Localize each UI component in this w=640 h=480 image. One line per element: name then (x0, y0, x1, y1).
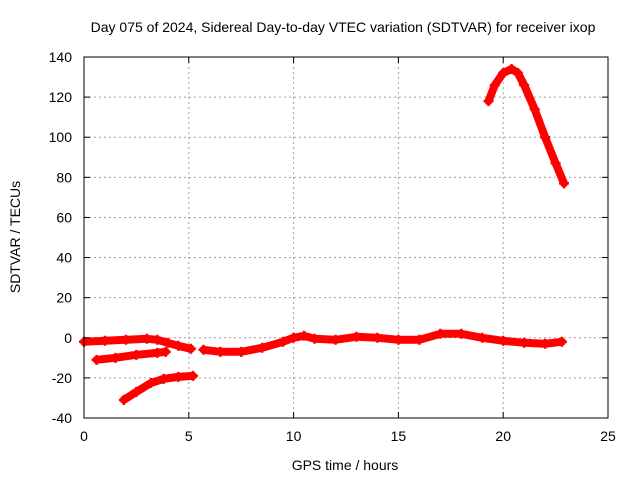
data-point (185, 343, 196, 354)
data-point (120, 334, 131, 345)
y-tick-label: 60 (56, 209, 72, 225)
data-point (173, 340, 184, 351)
y-tick-label: 100 (49, 129, 73, 145)
data-point (550, 158, 561, 169)
data-point (330, 334, 341, 345)
data-point (278, 336, 289, 347)
data-point (556, 336, 567, 347)
y-tick-label: 120 (49, 89, 73, 105)
data-point (498, 335, 509, 346)
data-point (519, 337, 530, 348)
data-point (131, 386, 142, 397)
grid-lines (84, 57, 608, 418)
data-point (288, 332, 299, 343)
data-point (351, 331, 362, 342)
data-point (512, 68, 523, 79)
chart-title: Day 075 of 2024, Sidereal Day-to-day VTE… (91, 19, 596, 35)
data-series (79, 64, 569, 405)
series-arc-2 (91, 346, 171, 365)
data-point (146, 377, 157, 388)
x-tick-label: 0 (80, 428, 88, 444)
data-point (456, 328, 467, 339)
data-point (110, 352, 121, 363)
data-point (215, 346, 226, 357)
series-arc-5 (483, 64, 569, 189)
y-tick-label: 0 (64, 330, 72, 346)
plot-area-frame (83, 56, 609, 419)
y-tick-label: -40 (52, 410, 72, 426)
x-tick-label: 5 (185, 428, 193, 444)
data-point (236, 346, 247, 357)
series-arc-3 (118, 370, 198, 405)
data-point (519, 80, 530, 91)
data-point (131, 349, 142, 360)
data-point (162, 337, 173, 348)
data-point (160, 346, 171, 357)
series-arc-1 (79, 333, 196, 354)
data-point (91, 354, 102, 365)
y-tick-label: 140 (49, 49, 73, 65)
data-point (118, 394, 129, 405)
data-point (152, 347, 163, 358)
data-point (529, 104, 540, 115)
y-axis-label: SDTVAR / TECUs (7, 181, 23, 293)
data-point (393, 334, 404, 345)
data-point (483, 96, 494, 107)
data-point (187, 370, 198, 381)
data-point (477, 332, 488, 343)
data-point (257, 342, 268, 353)
x-tick-label: 20 (495, 428, 511, 444)
x-tick-label: 10 (286, 428, 302, 444)
series-arc-4 (198, 328, 567, 357)
series-line (484, 65, 568, 188)
data-point (198, 344, 209, 355)
data-point (489, 80, 500, 91)
data-point (498, 68, 509, 79)
data-point (540, 132, 551, 143)
data-point (435, 328, 446, 339)
axis-ticks: 0 5 10 15 20 25 -40 -20 0 20 40 60 80 100 120 140 (49, 49, 616, 444)
data-point (158, 373, 169, 384)
data-point (309, 333, 320, 344)
y-tick-label: -20 (52, 370, 72, 386)
x-tick-label: 15 (391, 428, 407, 444)
x-tick-label: 25 (600, 428, 616, 444)
x-axis-label: GPS time / hours (292, 457, 399, 473)
data-point (99, 335, 110, 346)
data-point (506, 64, 517, 75)
data-point (372, 332, 383, 343)
y-tick-label: 20 (56, 290, 72, 306)
y-tick-label: 40 (56, 250, 72, 266)
data-point (558, 178, 569, 189)
y-tick-label: 80 (56, 169, 72, 185)
data-point (299, 330, 310, 341)
data-point (141, 333, 152, 344)
data-point (540, 338, 551, 349)
data-point (152, 334, 163, 345)
data-point (414, 334, 425, 345)
data-point (173, 371, 184, 382)
